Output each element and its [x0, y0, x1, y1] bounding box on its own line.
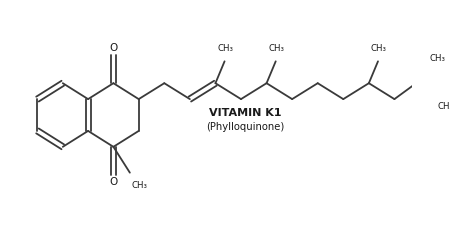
Text: VITAMIN K1: VITAMIN K1 [209, 108, 282, 118]
Text: CH₃: CH₃ [269, 44, 284, 53]
Text: CH₃: CH₃ [217, 44, 234, 53]
Text: CH₃: CH₃ [132, 181, 148, 190]
Text: (Phylloquinone): (Phylloquinone) [206, 122, 284, 132]
Text: O: O [109, 177, 117, 187]
Text: CH₃: CH₃ [371, 44, 387, 53]
Text: CH₃: CH₃ [437, 102, 450, 111]
Text: O: O [109, 43, 117, 53]
Text: CH₃: CH₃ [429, 54, 445, 63]
